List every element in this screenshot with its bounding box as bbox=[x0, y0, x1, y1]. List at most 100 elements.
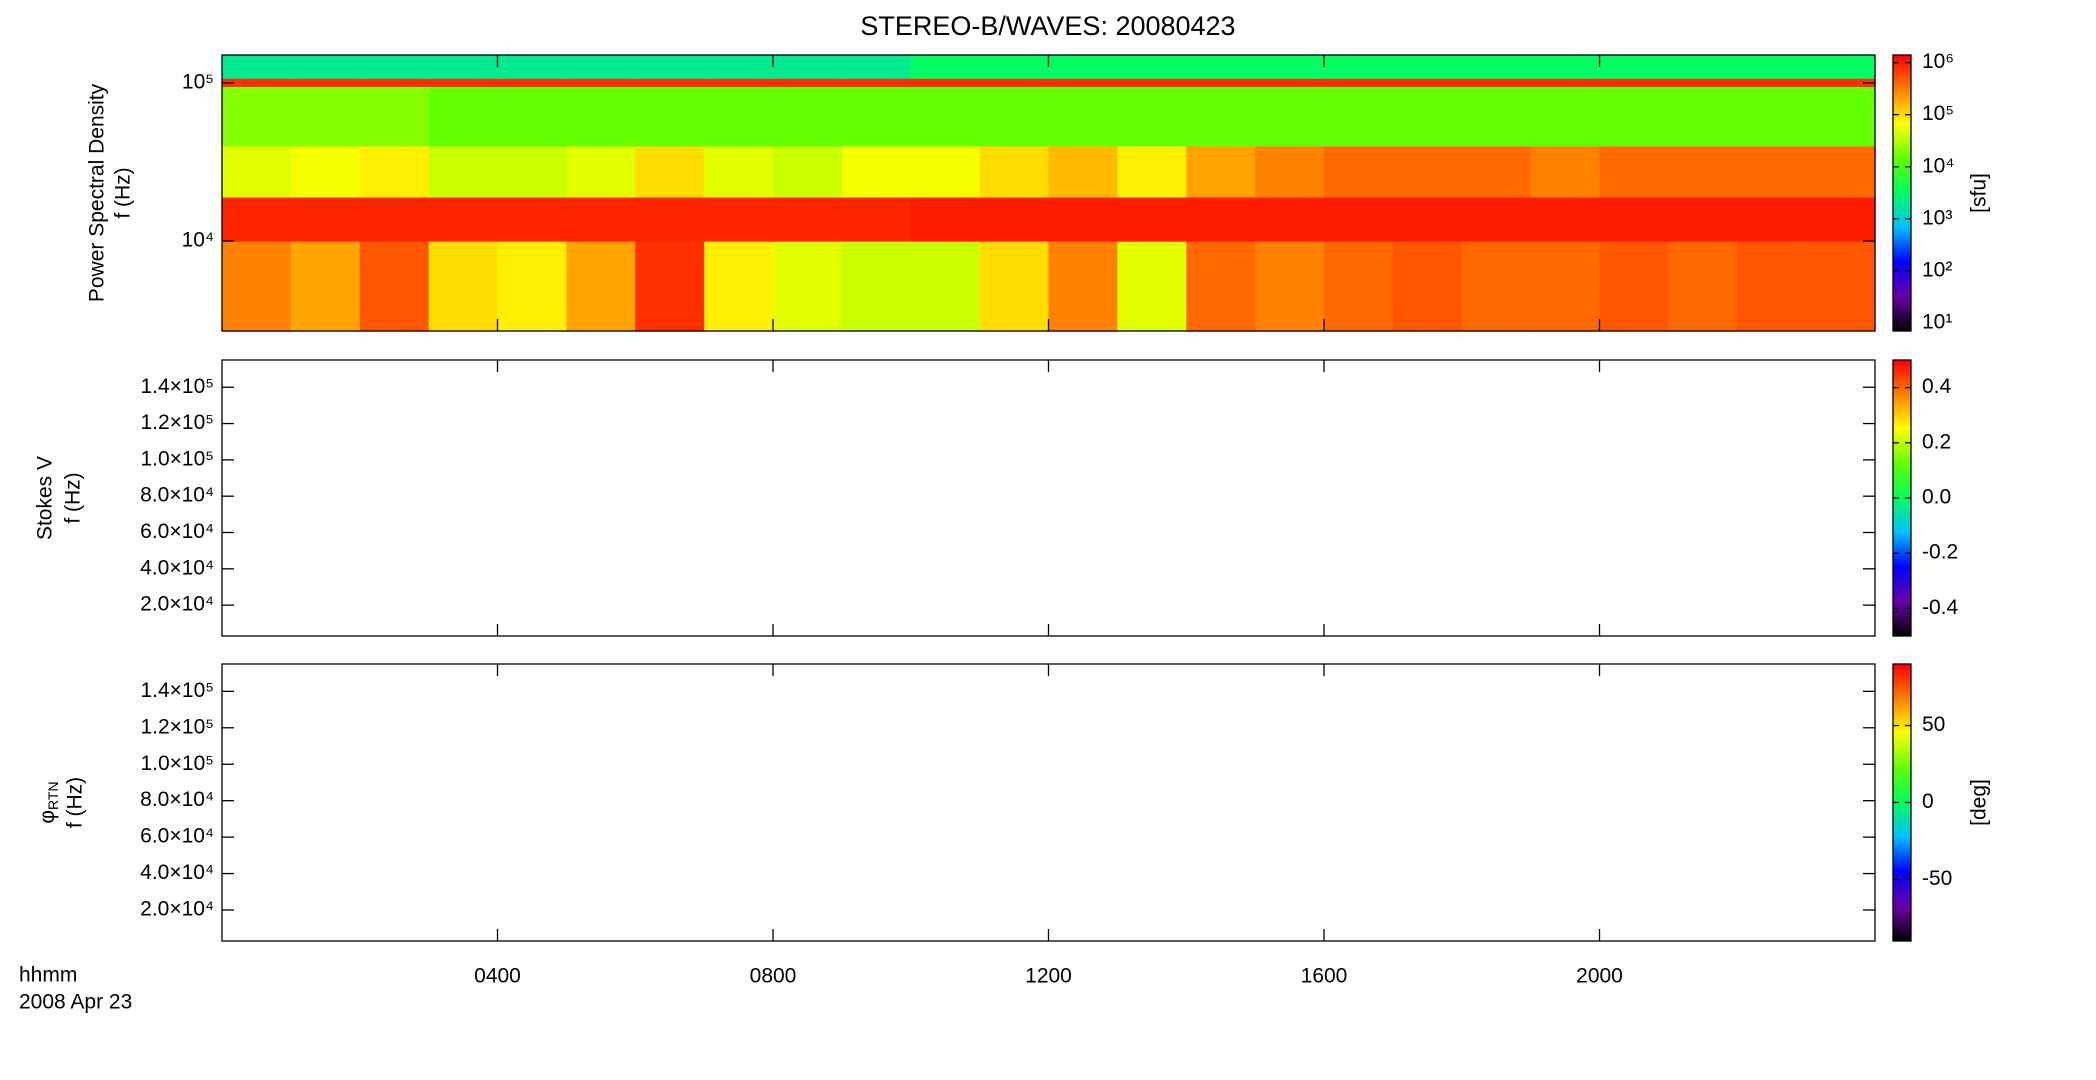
heatmap-cell bbox=[841, 55, 912, 79]
colorbar-label: [sfu] bbox=[1968, 173, 1991, 213]
heatmap-cell bbox=[222, 78, 292, 87]
heatmap-cell bbox=[1668, 196, 1738, 242]
heatmap-cell bbox=[1255, 86, 1325, 147]
heatmap-cell bbox=[1461, 78, 1532, 87]
colorbar-tick-label: -50 bbox=[1922, 867, 1952, 890]
chart-title: STEREO-B/WAVES: 20080423 bbox=[860, 11, 1235, 41]
y-axis-label-symbol: φ bbox=[36, 810, 59, 824]
colorbar-tick-label: 10⁵ bbox=[1922, 102, 1954, 125]
heatmap-cell bbox=[1668, 55, 1738, 79]
heatmap-cell bbox=[1461, 55, 1532, 79]
heatmap-cell bbox=[1530, 196, 1601, 242]
heatmap-cell bbox=[910, 196, 981, 242]
heatmap-cell bbox=[1186, 86, 1256, 147]
heatmap-cell bbox=[1117, 145, 1187, 198]
heatmap-cell bbox=[979, 241, 1050, 332]
heatmap-cell bbox=[841, 145, 912, 198]
heatmap-cell bbox=[1530, 145, 1601, 198]
heatmap-cell bbox=[428, 241, 499, 332]
heatmap-cell bbox=[704, 86, 774, 147]
x-tick-label: 1200 bbox=[1025, 965, 1072, 988]
heatmap-cell bbox=[1117, 78, 1187, 87]
heatmap-cell bbox=[704, 145, 774, 198]
heatmap-cell bbox=[1737, 145, 1807, 198]
heatmap-cell bbox=[1324, 241, 1394, 332]
colorbar-tick-label: 10⁶ bbox=[1922, 50, 1954, 73]
colorbar-tick-label: 10¹ bbox=[1922, 310, 1952, 333]
heatmap-cell bbox=[359, 145, 430, 198]
x-tick-label: 1600 bbox=[1301, 965, 1348, 988]
heatmap-cell bbox=[290, 196, 361, 242]
heatmap-cell bbox=[635, 241, 705, 332]
heatmap-cell bbox=[773, 196, 843, 242]
heatmap-cell bbox=[497, 196, 567, 242]
heatmap-cell bbox=[566, 145, 636, 198]
y-tick-label: 10⁴ bbox=[182, 229, 214, 252]
colorbar-tick-label: -0.2 bbox=[1922, 541, 1958, 564]
colorbar-tick-label: 0.4 bbox=[1922, 375, 1952, 398]
colorbar-tick-label: 10³ bbox=[1922, 206, 1952, 229]
heatmap-cell bbox=[1668, 145, 1738, 198]
heatmap-cell bbox=[1255, 241, 1325, 332]
heatmap-cell bbox=[1461, 145, 1532, 198]
y-axis-label: Stokes V bbox=[34, 456, 57, 540]
heatmap-cell bbox=[1806, 86, 1876, 147]
heatmap-cell bbox=[979, 86, 1050, 147]
colorbar-tick-label: 10⁴ bbox=[1922, 154, 1954, 177]
heatmap-cell bbox=[1737, 86, 1807, 147]
y-axis-label-subscript: RTN bbox=[45, 781, 61, 810]
heatmap-cell bbox=[1324, 86, 1394, 147]
colorbar-label: [deg] bbox=[1968, 779, 1991, 826]
heatmap-cell bbox=[1048, 196, 1118, 242]
y-axis-label: f (Hz) bbox=[62, 472, 85, 523]
plot-frame bbox=[221, 663, 1876, 942]
heatmap-cell bbox=[1806, 145, 1876, 198]
heatmap-cell bbox=[497, 86, 567, 147]
heatmap-cell bbox=[979, 78, 1050, 87]
heatmap-cell bbox=[290, 55, 361, 79]
x-tick-label: 0800 bbox=[750, 965, 797, 988]
heatmap-cell bbox=[290, 145, 361, 198]
heatmap-cell bbox=[1255, 196, 1325, 242]
heatmap-cell bbox=[635, 78, 705, 87]
y-tick-label: 1.2×10⁵ bbox=[140, 715, 214, 738]
heatmap-cell bbox=[1806, 196, 1876, 242]
heatmap-cell bbox=[1530, 86, 1601, 147]
heatmap-cell bbox=[1461, 86, 1532, 147]
colorbar-tick-label: 0 bbox=[1922, 790, 1934, 813]
heatmap-cell bbox=[1255, 55, 1325, 79]
heatmap-cell bbox=[566, 196, 636, 242]
heatmap-cell bbox=[1324, 78, 1394, 87]
heatmap-cell bbox=[1324, 145, 1394, 198]
heatmap-cell bbox=[1117, 196, 1187, 242]
heatmap-cell bbox=[359, 55, 430, 79]
heatmap-cell bbox=[497, 241, 567, 332]
heatmap-cell bbox=[222, 196, 292, 242]
heatmap-cell bbox=[1530, 55, 1601, 79]
y-tick-label: 1.4×10⁵ bbox=[140, 679, 214, 702]
heatmap-cell bbox=[1668, 241, 1738, 332]
heatmap-cell bbox=[773, 145, 843, 198]
heatmap-cell bbox=[910, 86, 981, 147]
date-label: 2008 Apr 23 bbox=[19, 991, 132, 1014]
heatmap-cell bbox=[1737, 241, 1807, 332]
heatmap-cell bbox=[359, 78, 430, 87]
heatmap-cell bbox=[1461, 196, 1532, 242]
heatmap-cell bbox=[1530, 241, 1601, 332]
heatmap-cell bbox=[1048, 145, 1118, 198]
heatmap-cell bbox=[1392, 196, 1463, 242]
y-tick-label: 2.0×10⁴ bbox=[140, 898, 214, 921]
heatmap-cell bbox=[290, 86, 361, 147]
heatmap-cell bbox=[566, 78, 636, 87]
heatmap-cell bbox=[841, 241, 912, 332]
heatmap-cell bbox=[773, 55, 843, 79]
y-tick-label: 6.0×10⁴ bbox=[140, 825, 214, 848]
colorbar-tick-label: 0.2 bbox=[1922, 430, 1951, 453]
y-tick-label: 4.0×10⁴ bbox=[140, 861, 214, 884]
heatmap-cell bbox=[1530, 78, 1601, 87]
x-tick-label: 2000 bbox=[1576, 965, 1623, 988]
heatmap-cell bbox=[1599, 78, 1669, 87]
heatmap-cell bbox=[704, 78, 774, 87]
heatmap-cell bbox=[841, 78, 912, 87]
